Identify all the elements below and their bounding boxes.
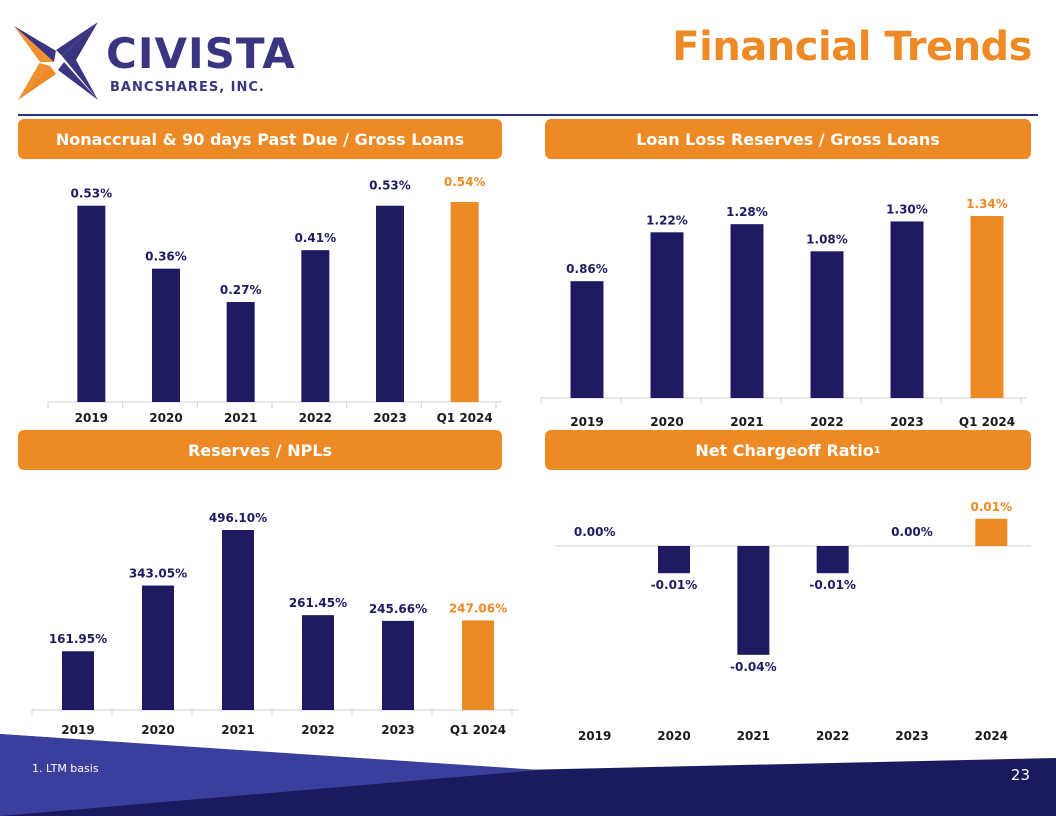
footer-band (0, 734, 1056, 816)
panel-header-reserves-npls: Reserves / NPLs (18, 430, 502, 470)
data-label: 161.95% (49, 632, 107, 646)
data-label: 1.22% (646, 213, 688, 227)
data-label: 261.45% (289, 596, 347, 610)
category-label: Q1 2024 (437, 411, 493, 425)
bar-2019 (62, 651, 94, 710)
bar-2020 (650, 232, 684, 398)
category-label: 2021 (221, 723, 254, 737)
bar-2020 (658, 546, 690, 574)
data-label: -0.01% (809, 578, 856, 592)
category-label: 2023 (895, 729, 928, 743)
chart-nonaccrual: 0.53% 2019 0.36% 2020 0.27% 2021 0.41% 2022 0.53… (47, 175, 502, 425)
bar-q1-2024 (970, 216, 1004, 398)
data-label: 0.36% (145, 250, 187, 264)
title-divider (18, 114, 1038, 116)
brand-name: CIVISTA (106, 29, 296, 78)
data-label: 0.41% (295, 231, 337, 245)
category-label: Q1 2024 (450, 723, 506, 737)
category-label: 2019 (75, 411, 108, 425)
category-label: 2019 (570, 415, 603, 429)
data-label: 0.54% (444, 175, 486, 189)
panel-title-llr: Loan Loss Reserves / Gross Loans (636, 129, 940, 149)
data-label: 245.66% (369, 602, 427, 616)
bar-2023 (376, 205, 404, 402)
data-label: 0.53% (71, 187, 113, 201)
bar-2019 (77, 205, 106, 402)
chart-llr: 0.86% 2019 1.22% 2020 1.28% 2021 1.08% 2022 1.30… (540, 197, 1027, 429)
footnote-marker: 1 (873, 444, 881, 456)
data-label: 0.53% (369, 179, 411, 193)
data-label: 1.08% (806, 232, 848, 246)
bar-2022 (810, 251, 844, 398)
category-label: 2022 (299, 411, 332, 425)
data-label: 343.05% (129, 567, 187, 581)
panel-title-nonaccrual: Nonaccrual & 90 days Past Due / Gross Lo… (55, 129, 465, 149)
bar-2022 (816, 546, 849, 574)
data-label: -0.01% (651, 578, 698, 592)
bar-2023 (890, 221, 924, 398)
bar-2023 (382, 620, 414, 710)
category-label: 2022 (301, 723, 334, 737)
category-label: 2021 (224, 411, 257, 425)
bar-q1-2024 (450, 202, 479, 402)
panel-title-reserves-npls: Reserves / NPLs (187, 440, 333, 460)
panel-header-nco: Net Chargeoff Ratio 1 (545, 430, 1031, 470)
company-logo: CIVISTA BANCSHARES, INC. (14, 22, 295, 104)
category-label: Q1 2024 (959, 415, 1015, 429)
category-label: 2019 (578, 729, 611, 743)
category-label: 2023 (373, 411, 406, 425)
data-label: 1.34% (966, 197, 1008, 211)
bar-2021 (222, 530, 254, 710)
bar-2020 (142, 585, 174, 710)
bar-2021 (730, 224, 764, 398)
bar-2020 (152, 268, 180, 402)
category-label: 2020 (149, 411, 182, 425)
category-label: 2021 (730, 415, 763, 429)
category-label: 2020 (650, 415, 683, 429)
category-label: 2021 (737, 729, 770, 743)
data-label: 0.86% (566, 262, 608, 276)
category-label: 2024 (975, 729, 1008, 743)
category-label: 2022 (816, 729, 849, 743)
bar-2022 (302, 615, 334, 710)
bar-q1-2024 (462, 620, 494, 710)
bar-2024 (975, 518, 1008, 546)
category-label: 2023 (890, 415, 923, 429)
chart-net-chargeoff: 0.00% 2019 -0.01% 2020 -0.04% 2021 -0.01% 2022 0… (555, 500, 1031, 743)
category-label: 2023 (381, 723, 414, 737)
category-label: 2022 (810, 415, 843, 429)
data-label: 0.01% (971, 500, 1013, 514)
page-number: 23 (1010, 766, 1030, 784)
footnote: 1. LTM basis (32, 762, 99, 775)
brand-subtitle: BANCSHARES, INC. (110, 80, 265, 95)
page-title: Financial Trends (672, 24, 1032, 70)
data-label: 0.00% (891, 525, 933, 539)
bar-2021 (737, 546, 770, 655)
category-label: 2019 (61, 723, 94, 737)
bar-2021 (226, 302, 255, 402)
data-label: -0.04% (730, 660, 777, 674)
data-label: 247.06% (449, 601, 507, 615)
data-label: 1.30% (886, 202, 928, 216)
data-label: 496.10% (209, 511, 267, 525)
panel-title-nco: Net Chargeoff Ratio (695, 440, 874, 460)
data-label: 0.27% (220, 283, 262, 297)
chart-reserves-npls: 161.95% 2019 343.05% 2020 496.10% 2021 261.45%… (31, 511, 518, 737)
civista-star-icon (14, 22, 98, 100)
category-label: 2020 (141, 723, 174, 737)
data-label: 0.00% (574, 525, 616, 539)
panel-header-llr: Loan Loss Reserves / Gross Loans (545, 119, 1031, 159)
bar-2019 (570, 281, 604, 398)
data-label: 1.28% (726, 205, 768, 219)
panel-header-nonaccrual: Nonaccrual & 90 days Past Due / Gross Lo… (18, 119, 502, 159)
bar-2022 (301, 250, 330, 402)
category-label: 2020 (657, 729, 690, 743)
